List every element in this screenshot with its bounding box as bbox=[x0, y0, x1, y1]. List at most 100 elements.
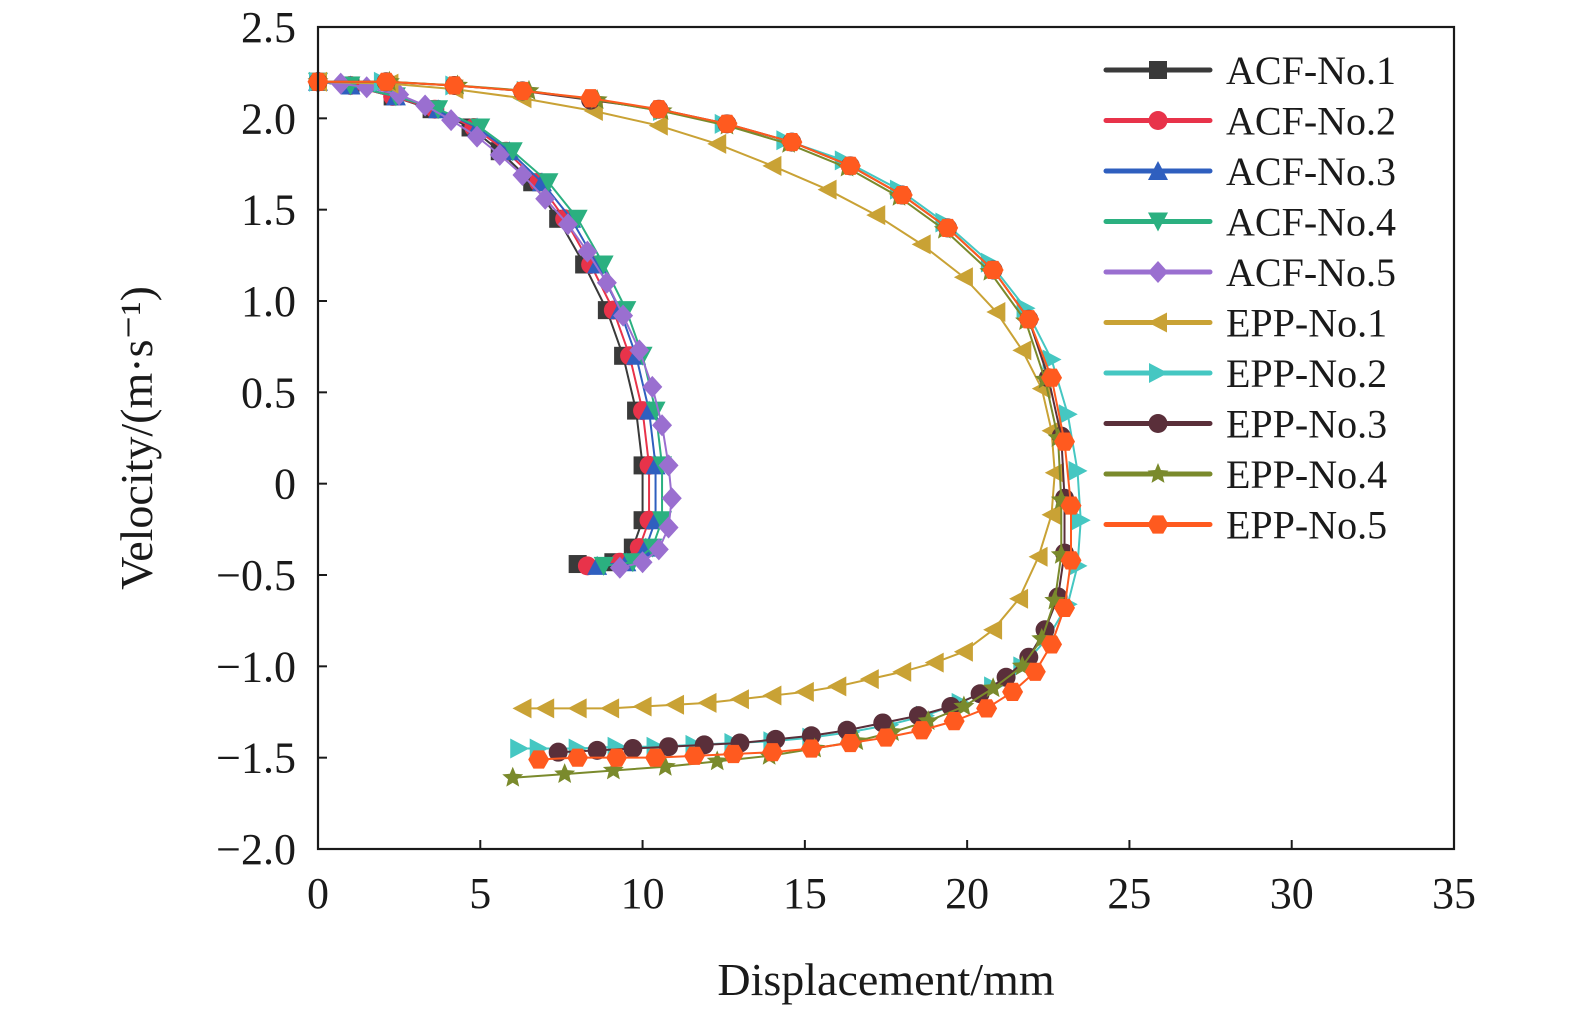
data-point-acf-no-4 bbox=[538, 173, 559, 193]
legend-label: ACF-No.4 bbox=[1226, 200, 1396, 245]
y-axis-label: Velocity/(m·s⁻¹) bbox=[111, 286, 162, 590]
data-point-epp-no-1 bbox=[911, 234, 931, 255]
data-point-acf-no-5 bbox=[632, 551, 653, 574]
data-point-epp-no-5 bbox=[982, 260, 1004, 280]
data-point-epp-no-5 bbox=[1054, 432, 1076, 451]
legend-item-epp-no-3: EPP-No.3 bbox=[1103, 402, 1387, 447]
x-tick-label: 25 bbox=[1107, 869, 1151, 918]
data-point-epp-no-5 bbox=[443, 76, 465, 95]
data-point-epp-no-5 bbox=[606, 748, 628, 767]
data-point-epp-no-1 bbox=[866, 205, 886, 226]
data-point-epp-no-1 bbox=[983, 619, 1003, 640]
x-tick-label: 10 bbox=[621, 869, 665, 918]
legend-item-acf-no-2: ACF-No.2 bbox=[1103, 99, 1396, 144]
legend-item-epp-no-5: EPP-No.5 bbox=[1103, 503, 1387, 548]
data-point-epp-no-1 bbox=[924, 652, 944, 673]
legend-item-epp-no-1: EPP-No.1 bbox=[1103, 301, 1387, 346]
data-point-acf-no-5 bbox=[467, 125, 488, 148]
data-point-epp-no-1 bbox=[762, 155, 782, 176]
y-tick-labels: 2.5 2.0 1.5 1.0 0.5 0 −0.5 −1.0 −1.5 −2.0 bbox=[216, 3, 296, 874]
legend-marker bbox=[1147, 515, 1169, 534]
data-point-epp-no-5 bbox=[943, 712, 965, 731]
data-point-epp-no-1 bbox=[1028, 546, 1048, 567]
data-point-epp-no-5 bbox=[567, 748, 589, 767]
legend-item-epp-no-4: EPP-No.4 bbox=[1103, 452, 1387, 497]
data-point-epp-no-3 bbox=[587, 740, 607, 760]
data-point-epp-no-4 bbox=[502, 766, 524, 787]
data-point-acf-no-5 bbox=[415, 94, 436, 117]
legend-label: EPP-No.1 bbox=[1226, 301, 1387, 346]
data-point-acf-no-5 bbox=[330, 72, 351, 95]
data-point-epp-no-5 bbox=[716, 114, 738, 133]
legend-item-acf-no-5: ACF-No.5 bbox=[1103, 250, 1396, 295]
data-point-epp-no-2 bbox=[510, 738, 530, 759]
data-point-acf-no-5 bbox=[658, 454, 679, 477]
y-tick-label: 1.5 bbox=[241, 186, 296, 235]
data-point-acf-no-4 bbox=[593, 556, 614, 576]
data-point-epp-no-4 bbox=[706, 750, 728, 771]
data-point-epp-no-5 bbox=[800, 739, 822, 758]
data-point-epp-no-5 bbox=[1018, 310, 1040, 329]
y-tick-label: 0.5 bbox=[241, 368, 296, 417]
data-point-epp-no-1 bbox=[512, 698, 532, 719]
data-point-epp-no-3 bbox=[548, 742, 568, 762]
data-point-epp-no-1 bbox=[794, 681, 814, 702]
data-point-acf-no-5 bbox=[642, 375, 663, 398]
data-point-acf-no-5 bbox=[629, 339, 650, 362]
legend-label: ACF-No.2 bbox=[1226, 99, 1396, 144]
legend-marker bbox=[1148, 161, 1168, 180]
data-point-acf-no-4 bbox=[502, 142, 523, 162]
legend-marker bbox=[1147, 463, 1169, 483]
data-point-acf-no-5 bbox=[613, 304, 634, 327]
data-point-acf-no-5 bbox=[441, 109, 462, 132]
data-point-epp-no-1 bbox=[665, 694, 685, 715]
data-point-acf-no-4 bbox=[567, 209, 588, 229]
x-tick-label: 35 bbox=[1432, 869, 1476, 918]
data-point-epp-no-2 bbox=[1016, 298, 1036, 319]
data-point-epp-no-2 bbox=[1071, 510, 1091, 531]
data-point-epp-no-5 bbox=[875, 728, 897, 747]
data-point-acf-no-5 bbox=[596, 271, 617, 294]
data-point-epp-no-3 bbox=[659, 737, 679, 757]
data-point-epp-no-1 bbox=[859, 669, 879, 690]
data-point-epp-no-5 bbox=[839, 733, 861, 753]
x-tick-label: 20 bbox=[945, 869, 989, 918]
data-point-acf-no-5 bbox=[577, 240, 598, 263]
x-tick-label: 0 bbox=[307, 869, 329, 918]
legend-label: EPP-No.2 bbox=[1226, 351, 1387, 396]
legend-label: EPP-No.4 bbox=[1226, 452, 1387, 497]
legend-item-acf-no-4: ACF-No.4 bbox=[1103, 200, 1396, 245]
legend-item-acf-no-3: ACF-No.3 bbox=[1103, 149, 1396, 194]
data-point-acf-no-5 bbox=[648, 538, 669, 561]
data-point-epp-no-5 bbox=[528, 750, 550, 769]
data-point-epp-no-5 bbox=[1060, 496, 1082, 515]
legend-marker bbox=[1148, 261, 1168, 283]
data-point-epp-no-1 bbox=[817, 179, 837, 200]
data-point-epp-no-1 bbox=[892, 661, 912, 682]
data-point-epp-no-4 bbox=[953, 695, 975, 716]
data-point-epp-no-1 bbox=[648, 115, 668, 136]
data-point-epp-no-5 bbox=[1041, 635, 1063, 654]
data-point-epp-no-2 bbox=[1068, 460, 1088, 481]
x-tick-labels: 0 5 10 15 20 25 30 35 bbox=[307, 869, 1476, 918]
data-point-epp-no-1 bbox=[583, 101, 603, 122]
data-point-epp-no-1 bbox=[1012, 340, 1032, 361]
data-point-epp-no-5 bbox=[645, 748, 667, 767]
data-point-epp-no-1 bbox=[1009, 588, 1029, 609]
series-epp-no-5 bbox=[307, 72, 1082, 769]
data-point-epp-no-5 bbox=[891, 185, 913, 205]
series-line-epp-no-5 bbox=[318, 80, 1073, 761]
data-point-epp-no-4 bbox=[982, 677, 1004, 698]
legend-marker bbox=[1149, 363, 1168, 383]
data-point-epp-no-4 bbox=[654, 755, 676, 776]
data-point-acf-no-5 bbox=[557, 213, 578, 236]
data-point-acf-no-5 bbox=[535, 187, 556, 210]
data-point-acf-no-5 bbox=[609, 556, 630, 579]
data-point-acf-no-5 bbox=[512, 163, 533, 186]
data-point-acf-no-5 bbox=[661, 487, 682, 510]
data-point-acf-no-4 bbox=[652, 511, 673, 531]
data-point-epp-no-5 bbox=[1054, 598, 1076, 617]
data-point-epp-no-5 bbox=[781, 132, 803, 152]
data-point-epp-no-1 bbox=[762, 685, 782, 706]
